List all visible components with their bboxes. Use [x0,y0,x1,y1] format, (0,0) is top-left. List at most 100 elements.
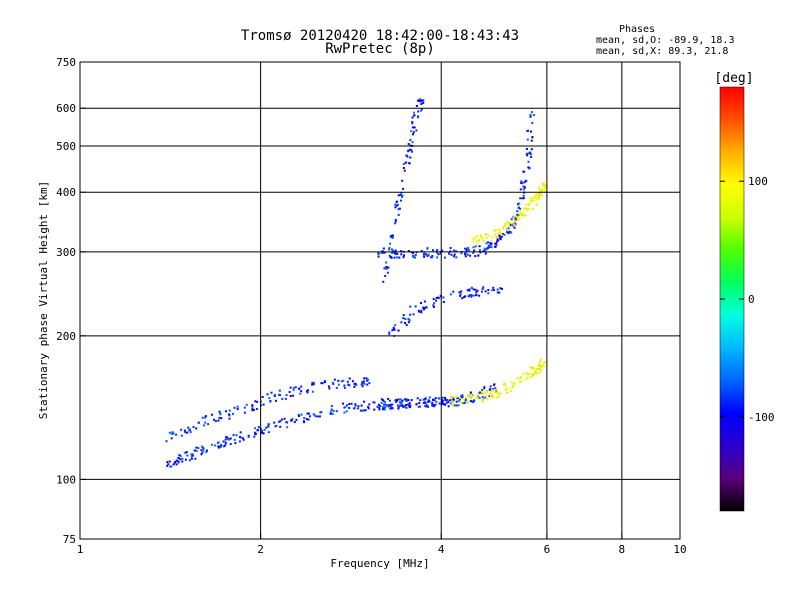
data-point [175,459,178,462]
data-point [420,109,422,112]
data-point [407,403,410,406]
phase-stats-heading: Phases [619,24,655,35]
data-point [391,403,394,406]
data-point [452,255,455,258]
data-point [458,291,461,294]
data-point [502,233,504,236]
data-point [411,116,414,119]
data-point [177,456,180,459]
data-point [530,130,532,133]
data-point [183,429,186,432]
data-point [451,402,454,405]
data-point [427,405,430,408]
data-point [464,247,466,250]
data-point [256,429,259,432]
data-point [405,406,408,409]
data-point [226,436,229,439]
data-point [418,405,421,408]
data-point [518,218,521,221]
x-tick-label: 10 [673,543,686,556]
data-point [493,229,496,232]
data-point [396,399,399,402]
data-point [414,305,417,308]
data-point [497,232,500,235]
data-point [538,363,541,366]
data-point [407,250,410,252]
data-point [168,460,171,463]
data-point [529,376,532,379]
data-points [165,98,548,468]
data-point [442,296,445,299]
data-point [390,256,393,259]
data-point [361,382,364,384]
data-point [300,413,303,416]
data-point [425,404,428,407]
data-point [530,156,533,158]
data-point [330,405,333,408]
colorbar-tick-label: 100 [748,175,768,188]
data-point [542,364,545,367]
data-point [220,443,223,446]
data-point [397,203,399,206]
data-point [497,239,500,242]
data-point [522,170,525,173]
data-point [379,405,382,407]
data-point [474,288,477,291]
data-point [401,400,404,402]
data-point [420,302,422,304]
data-point [543,187,546,190]
data-point [278,389,281,392]
data-point [308,412,310,415]
data-point [222,440,225,443]
data-point [446,398,449,401]
data-point [184,451,187,454]
data-point [401,195,403,198]
data-point [192,454,195,457]
data-point [238,440,241,443]
data-point [197,447,200,450]
data-point [239,431,242,434]
data-point [538,186,541,189]
x-tick-label: 2 [257,543,264,556]
data-point [332,410,335,412]
data-point [432,249,434,252]
data-point [312,383,315,386]
data-point [413,256,416,259]
data-point [346,404,348,407]
data-point [388,333,391,336]
data-point [368,403,371,406]
data-point [476,392,479,395]
data-point [251,407,254,410]
data-point [454,396,457,399]
data-point [507,388,510,391]
data-point [388,246,391,249]
data-point [470,397,473,400]
data-point [402,167,405,169]
data-point [261,396,264,398]
data-point [489,392,492,395]
data-point [364,409,367,412]
data-point [299,392,302,395]
data-point [400,403,403,406]
data-point [422,306,425,309]
y-tick-label: 500 [56,140,76,153]
data-point [457,399,460,402]
data-point [392,327,395,330]
data-point [500,236,503,238]
data-point [236,408,239,410]
data-point [519,197,522,200]
data-point [378,408,381,411]
x-tick-label: 8 [619,543,626,556]
data-point [193,449,196,452]
data-point [215,420,217,423]
data-point [256,400,259,403]
data-point [331,412,334,415]
data-point [286,426,289,429]
data-point [512,383,515,386]
data-point [213,418,216,421]
data-point [428,400,431,403]
data-point [347,383,350,386]
data-point [485,237,488,239]
data-point [492,389,495,392]
data-point [484,290,487,293]
